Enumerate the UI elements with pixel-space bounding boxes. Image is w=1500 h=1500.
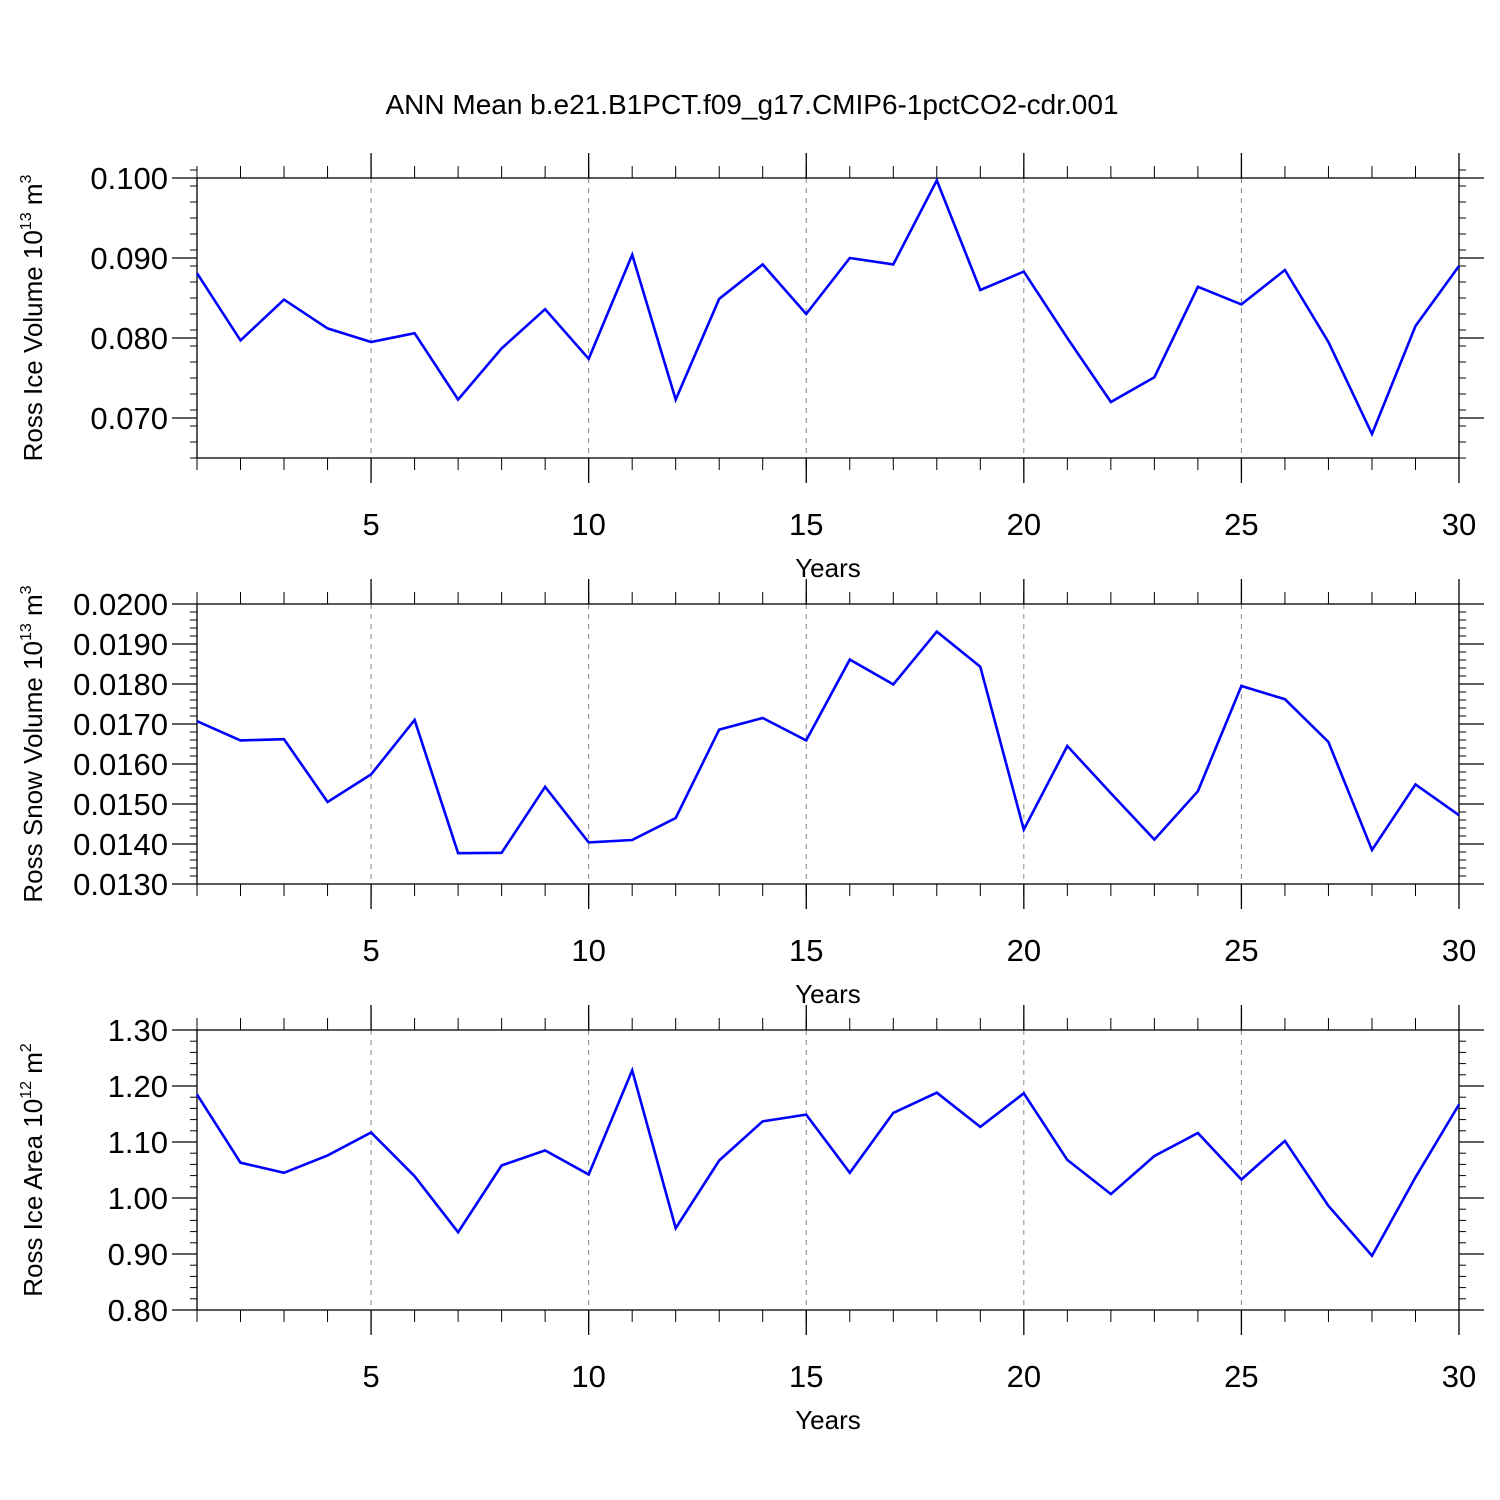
y-tick-label: 0.0140 — [73, 827, 168, 862]
x-tick-label: 30 — [1442, 507, 1476, 542]
y-axis-title: Ross Ice Volume 1013 m3 — [18, 174, 48, 461]
x-axis-title: Years — [795, 1405, 861, 1435]
y-tick-label: 0.0130 — [73, 867, 168, 902]
y-tick-label: 0.90 — [108, 1237, 168, 1272]
plot-frame — [196, 177, 1460, 459]
x-tick-label: 5 — [362, 1359, 379, 1394]
x-tick-label: 10 — [571, 1359, 605, 1394]
y-tick-label: 0.0150 — [73, 787, 168, 822]
x-tick-label: 20 — [1007, 507, 1041, 542]
x-tick-label: 20 — [1007, 933, 1041, 968]
y-tick-label: 0.0200 — [73, 587, 168, 622]
y-tick-label: 0.080 — [90, 321, 168, 356]
y-tick-label: 0.0160 — [73, 747, 168, 782]
chart-panel-1: 0.070 0.080 0.090 0.100 5 10 15 20 25 30 Years Ross… — [18, 153, 1484, 583]
y-tick-label: 0.100 — [90, 161, 168, 196]
plot-frame — [196, 1029, 1460, 1311]
x-tick-label: 25 — [1224, 507, 1258, 542]
data-line — [195, 177, 1461, 438]
x-axis-title: Years — [795, 553, 861, 583]
x-tick-label: 15 — [789, 933, 823, 968]
chart-panel-3: 0.80 0.90 1.00 1.10 1.20 1.30 5 10 15 20 25 30 Years… — [18, 1005, 1484, 1435]
x-tick-label: 5 — [362, 933, 379, 968]
y-axis-title: Ross Snow Volume 1013 m3 — [18, 585, 48, 902]
y-tick-label: 1.30 — [108, 1013, 168, 1048]
y-tick-label: 1.00 — [108, 1181, 168, 1216]
x-tick-label: 5 — [362, 507, 379, 542]
x-tick-label: 10 — [571, 933, 605, 968]
y-axis-title: Ross Ice Area 1012 m2 — [18, 1043, 48, 1297]
x-tick-label: 30 — [1442, 933, 1476, 968]
x-tick-label: 20 — [1007, 1359, 1041, 1394]
y-tick-label: 0.0180 — [73, 667, 168, 702]
y-tick-label: 0.090 — [90, 241, 168, 276]
data-line — [195, 1066, 1461, 1258]
y-tick-label: 0.0190 — [73, 627, 168, 662]
y-tick-label: 0.80 — [108, 1293, 168, 1328]
chart-panel-2: 0.0130 0.0140 0.0150 0.0160 0.0170 0.0180 0.01… — [18, 579, 1484, 1009]
x-tick-label: 30 — [1442, 1359, 1476, 1394]
x-tick-label: 25 — [1224, 1359, 1258, 1394]
figure-title: ANN Mean b.e21.B1PCT.f09_g17.CMIP6-1pctC… — [385, 89, 1118, 120]
x-tick-label: 15 — [789, 507, 823, 542]
x-axis-title: Years — [795, 979, 861, 1009]
y-tick-label: 1.10 — [108, 1125, 168, 1160]
x-tick-label: 15 — [789, 1359, 823, 1394]
panels: 0.070 0.080 0.090 0.100 5 10 15 20 25 30 Years Ross… — [18, 153, 1484, 1435]
data-line — [196, 629, 1460, 855]
plot-frame — [196, 603, 1460, 885]
y-tick-label: 0.070 — [90, 401, 168, 436]
x-tick-label: 10 — [571, 507, 605, 542]
y-tick-label: 1.20 — [108, 1069, 168, 1104]
y-tick-label: 0.0170 — [73, 707, 168, 742]
x-tick-label: 25 — [1224, 933, 1258, 968]
